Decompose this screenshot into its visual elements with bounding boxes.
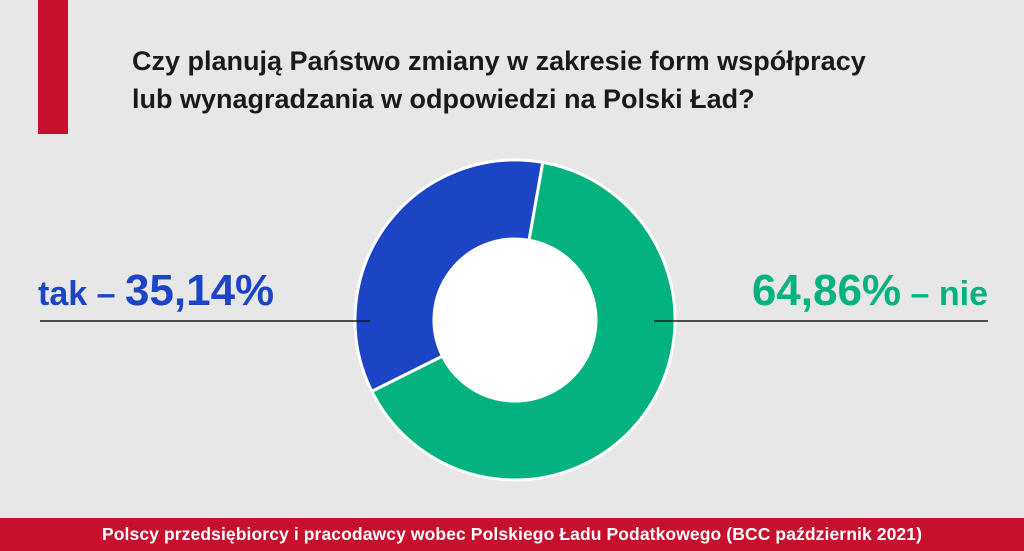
title-line-2: lub wynagradzania w odpowiedzi na Polski… (132, 84, 755, 114)
accent-bar (38, 0, 68, 134)
title-line-1: Czy planują Państwo zmiany w zakresie fo… (132, 46, 866, 76)
chart-title: Czy planują Państwo zmiany w zakresie fo… (132, 42, 1012, 118)
donut-chart: tak – 35,14% 64,86% – nie (38, 158, 988, 482)
tak-label: tak – 35,14% (38, 266, 274, 315)
donut-hole (434, 239, 596, 401)
donut-slices (353, 158, 677, 482)
nie-suffix: – nie (901, 275, 988, 313)
tak-value: 35,14% (125, 266, 274, 315)
nie-value: 64,86% (752, 266, 901, 315)
source-footer: Polscy przedsiębiorcy i pracodawcy wobec… (0, 518, 1024, 551)
tak-prefix: tak – (38, 275, 125, 313)
nie-label: 64,86% – nie (752, 266, 988, 315)
